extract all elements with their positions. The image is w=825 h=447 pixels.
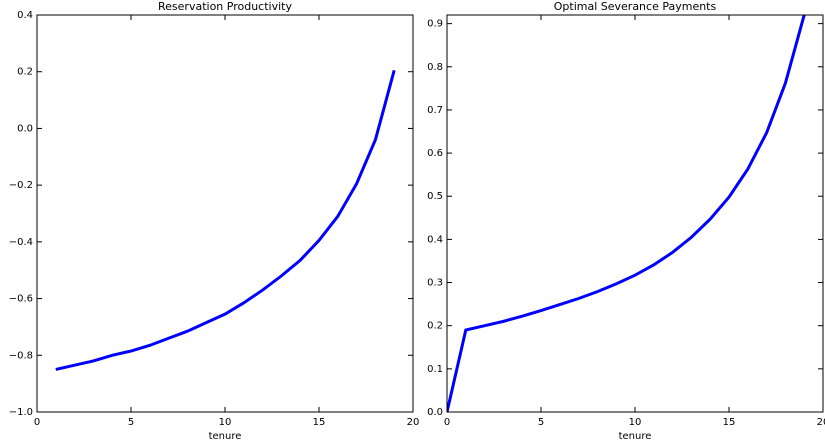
axes-frame [446,14,824,413]
data-line [55,69,396,371]
y-tick-label: 0.3 [427,278,443,289]
x-tick-label: 10 [629,417,642,428]
y-tick-label: 0.5 [427,191,443,202]
y-tick-label: −0.8 [9,350,33,361]
x-axis-label: tenure [209,431,242,442]
y-tick-label: −0.2 [9,180,33,191]
y-tick-label: 0.6 [427,148,443,159]
data-line [447,15,806,412]
x-tick-label: 20 [407,417,420,428]
y-tick-label: 0.0 [427,407,443,418]
y-tick-label: 0.2 [17,67,33,78]
y-tick-label: −0.6 [9,294,33,305]
y-tick-label: 0.0 [17,123,33,134]
y-tick-label: −0.4 [9,237,33,248]
y-tick-label: 0.7 [427,105,443,116]
x-tick-label: 20 [817,417,825,428]
axes-frame [36,14,414,413]
x-tick-label: 5 [538,417,544,428]
x-tick-label: 15 [313,417,326,428]
x-tick-label: 0 [34,417,40,428]
y-tick-label: 0.4 [17,10,33,21]
y-tick-label: 0.8 [427,62,443,73]
x-tick-label: 10 [219,417,232,428]
chart-title: Reservation Productivity [158,0,292,13]
x-tick-label: 0 [444,417,450,428]
y-tick-label: 0.2 [427,321,443,332]
y-tick-label: 0.4 [427,234,443,245]
chart-title: Optimal Severance Payments [554,0,717,13]
x-tick-label: 15 [723,417,736,428]
y-tick-label: −1.0 [9,407,33,418]
y-tick-label: 0.9 [427,19,443,30]
y-tick-label: 0.1 [427,364,443,375]
x-axis-label: tenure [619,431,652,442]
x-tick-label: 5 [128,417,134,428]
